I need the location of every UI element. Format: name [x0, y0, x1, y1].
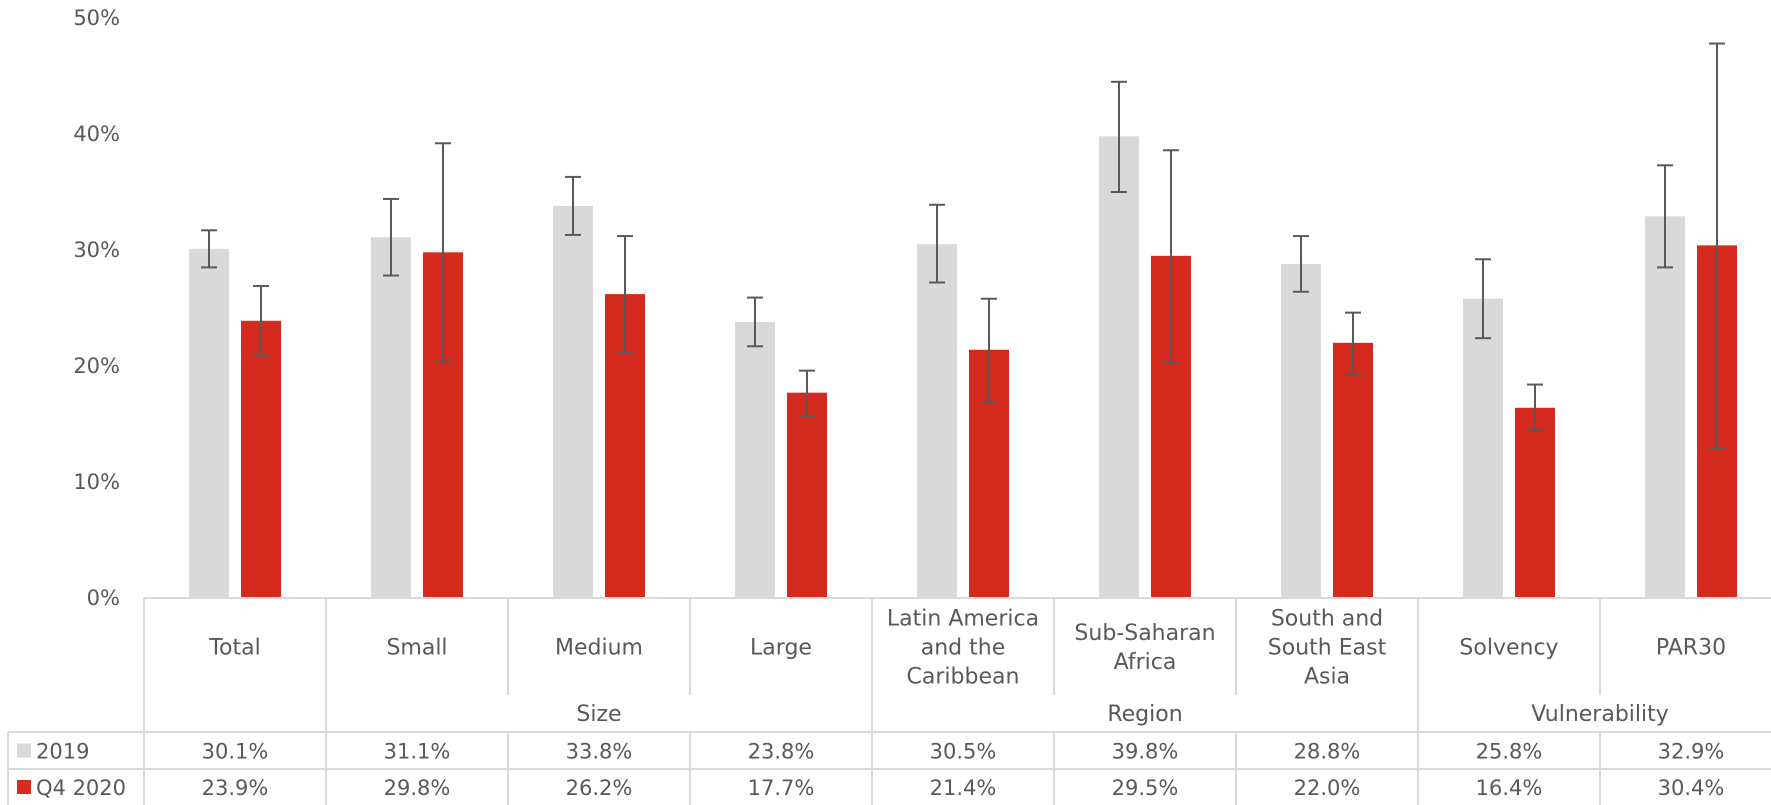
data-label: 22.0% [1294, 776, 1361, 800]
bar-2019 [1645, 216, 1685, 599]
category-label: Latin America [887, 607, 1039, 632]
y-tick-label: 30% [73, 238, 120, 262]
group-label: Region [1107, 702, 1182, 727]
category-label: Caribbean [907, 665, 1020, 690]
y-tick-label: 10% [73, 470, 120, 494]
group-label: Size [576, 702, 621, 727]
legend-label: 2019 [36, 740, 89, 764]
bar-2019 [553, 205, 593, 599]
category-label: Africa [1114, 650, 1177, 675]
group-label: Vulnerability [1531, 702, 1669, 727]
bar-q4-2020 [1333, 342, 1373, 598]
category-label: Large [750, 636, 812, 661]
data-label: 25.8% [1476, 740, 1543, 764]
data-label: 29.5% [1112, 776, 1179, 800]
bar-2019 [1463, 298, 1503, 598]
bar-2019 [917, 244, 957, 598]
data-label: 32.9% [1658, 740, 1725, 764]
category-label: Sub-Saharan [1074, 621, 1215, 646]
category-label: PAR30 [1656, 636, 1726, 661]
y-tick-label: 0% [87, 586, 120, 610]
category-label: and the [921, 636, 1006, 661]
data-label: 23.8% [748, 740, 815, 764]
data-label: 26.2% [566, 776, 633, 800]
legend-label: Q4 2020 [36, 776, 126, 800]
legend-swatch [17, 743, 31, 758]
bar-2019 [189, 248, 229, 598]
data-label: 16.4% [1476, 776, 1543, 800]
y-tick-label: 20% [73, 354, 120, 378]
data-label: 17.7% [748, 776, 815, 800]
bar-2019 [735, 321, 775, 598]
data-label: 23.9% [202, 776, 269, 800]
bar-2019 [1099, 136, 1139, 598]
data-label: 21.4% [930, 776, 997, 800]
y-tick-label: 50% [73, 6, 120, 30]
category-label: Medium [555, 636, 643, 661]
category-label: Total [208, 636, 260, 661]
data-label: 31.1% [384, 740, 451, 764]
data-label: 30.1% [202, 740, 269, 764]
bar-q4-2020 [241, 320, 281, 598]
y-tick-label: 40% [73, 122, 120, 146]
category-label: Asia [1304, 665, 1350, 690]
category-label: South and [1271, 607, 1383, 632]
category-label: Solvency [1459, 636, 1558, 661]
bar-q4-2020 [1515, 407, 1555, 598]
bar-2019 [1281, 263, 1321, 598]
bar-2019 [371, 237, 411, 599]
data-label: 29.8% [384, 776, 451, 800]
data-label: 39.8% [1112, 740, 1179, 764]
data-label: 30.4% [1658, 776, 1725, 800]
category-label: South East [1268, 636, 1387, 661]
bar-q4-2020 [787, 392, 827, 598]
data-label: 33.8% [566, 740, 633, 764]
data-label: 30.5% [930, 740, 997, 764]
category-label: Small [386, 636, 447, 661]
data-label: 28.8% [1294, 740, 1361, 764]
legend-swatch [17, 780, 31, 794]
